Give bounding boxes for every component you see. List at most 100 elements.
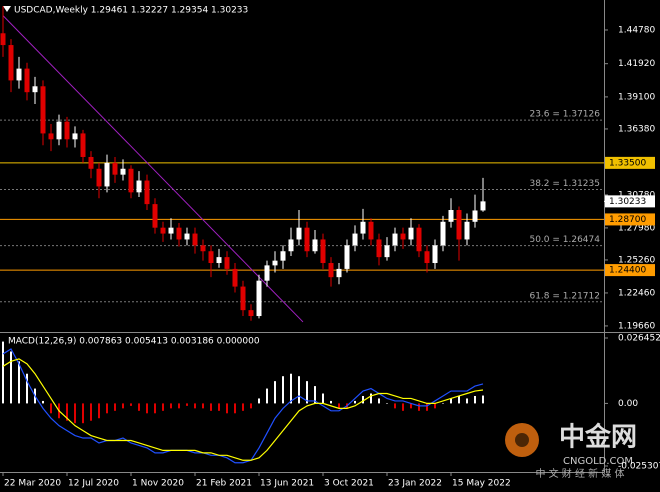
histogram-bar xyxy=(90,403,92,421)
indicator-title: MACD(12,26,9) 0.007863 0.005413 0.003186… xyxy=(8,337,260,347)
x-tick-label: 15 May 2022 xyxy=(452,479,511,489)
candle-body xyxy=(200,245,206,252)
candle-body xyxy=(40,86,46,134)
candle-body xyxy=(368,221,374,240)
y-tick-label: 1.41920 xyxy=(618,59,655,69)
candle-body xyxy=(440,221,446,246)
fib-label: 38.2 = 1.31235 xyxy=(529,179,600,189)
histogram-bar xyxy=(42,400,44,404)
y-tick-label: 1.25260 xyxy=(618,255,655,265)
histogram-bar xyxy=(210,403,212,411)
histogram-bar xyxy=(394,403,396,409)
candle-body xyxy=(248,310,254,317)
histogram-bar xyxy=(18,361,20,404)
candle-body xyxy=(0,33,6,46)
candle-body xyxy=(464,221,470,240)
candle-body xyxy=(240,286,246,311)
candle-body xyxy=(424,251,430,264)
candle-body xyxy=(288,239,294,252)
histogram-bar xyxy=(162,403,164,411)
candle-body xyxy=(336,268,342,278)
candle-body xyxy=(328,263,334,278)
histogram-bar xyxy=(362,395,364,404)
histogram-bar xyxy=(242,403,244,411)
histogram-bar xyxy=(138,403,140,411)
histogram-bar xyxy=(402,403,404,411)
histogram-bar xyxy=(146,403,148,414)
candle-body xyxy=(360,221,366,234)
histogram-bar xyxy=(314,386,316,404)
histogram-bar xyxy=(74,403,76,424)
histogram-bar xyxy=(450,398,452,404)
candle-body xyxy=(344,245,350,269)
candle-body xyxy=(160,227,166,234)
candle-body xyxy=(192,233,198,246)
x-tick-label: 3 Oct 2021 xyxy=(324,479,374,489)
histogram-bar xyxy=(26,373,28,404)
histogram-bar xyxy=(410,403,412,409)
y-tick-label: -0.025307 xyxy=(618,461,660,471)
histogram-bar xyxy=(298,376,300,404)
candle-body xyxy=(216,257,222,264)
histogram-bar xyxy=(466,398,468,404)
histogram-bar xyxy=(10,351,12,404)
watermark: 中金网 CNGOLD.COM 中 文 财 经 新 媒 体 xyxy=(505,422,637,480)
y-tick-label: 0.026452 xyxy=(618,333,660,343)
watermark-name: 中金网 xyxy=(559,422,637,453)
histogram-bar xyxy=(418,403,420,411)
candle-body xyxy=(400,233,406,240)
candle-body xyxy=(184,233,190,240)
histogram-bar xyxy=(106,403,108,414)
x-tick-label: 21 Feb 2021 xyxy=(196,479,252,489)
histogram-bar xyxy=(178,403,180,409)
candle-body xyxy=(24,68,30,93)
histogram-bar xyxy=(354,400,356,404)
candle-body xyxy=(112,162,118,175)
candle-body xyxy=(280,251,286,261)
histogram-bar xyxy=(474,395,476,404)
candle-body xyxy=(352,233,358,246)
candle-body xyxy=(224,257,230,269)
x-tick-label: 23 Jan 2022 xyxy=(388,479,442,489)
x-tick-label: 13 Jun 2021 xyxy=(260,479,314,489)
candle-body xyxy=(432,245,438,264)
histogram-bar xyxy=(186,403,188,406)
histogram-bar xyxy=(426,403,428,411)
histogram-bar xyxy=(98,403,100,419)
candle-body xyxy=(384,245,390,258)
histogram-bar xyxy=(370,393,372,404)
level-box xyxy=(605,213,655,226)
histogram-bar xyxy=(202,403,204,409)
candle-body xyxy=(376,239,382,258)
level-box xyxy=(605,156,655,169)
candle-body xyxy=(480,201,486,211)
candle-body xyxy=(32,86,38,93)
candle-body xyxy=(16,68,22,81)
candle-body xyxy=(72,133,78,140)
histogram-bar xyxy=(194,403,196,409)
histogram-bar xyxy=(2,341,4,404)
candle-body xyxy=(80,133,86,157)
histogram-bar xyxy=(330,400,332,404)
candle-body xyxy=(408,227,414,240)
candle-body xyxy=(120,168,126,175)
candle-body xyxy=(64,121,70,140)
histogram-bar xyxy=(250,403,252,409)
histogram-bar xyxy=(170,403,172,409)
candle-body xyxy=(264,265,270,281)
y-tick-label: 1.39100 xyxy=(618,92,655,102)
x-tick-label: 12 Jul 2020 xyxy=(68,479,119,489)
histogram-bar xyxy=(114,403,116,411)
histogram-bar xyxy=(322,393,324,404)
histogram-bar xyxy=(82,403,84,424)
level-label: 1.24400 xyxy=(609,266,646,276)
y-tick-label: 0.00 xyxy=(618,399,638,409)
histogram-bar xyxy=(274,381,276,404)
x-tick-label: 22 Mar 2020 xyxy=(4,479,61,489)
histogram-bar xyxy=(282,376,284,404)
histogram-bar xyxy=(154,403,156,414)
chart-title: USDCAD,Weekly 1.29461 1.32227 1.29354 1.… xyxy=(14,6,248,16)
watermark-site: CNGOLD.COM xyxy=(563,456,633,467)
candle-body xyxy=(152,204,158,228)
candle-body xyxy=(88,156,94,169)
